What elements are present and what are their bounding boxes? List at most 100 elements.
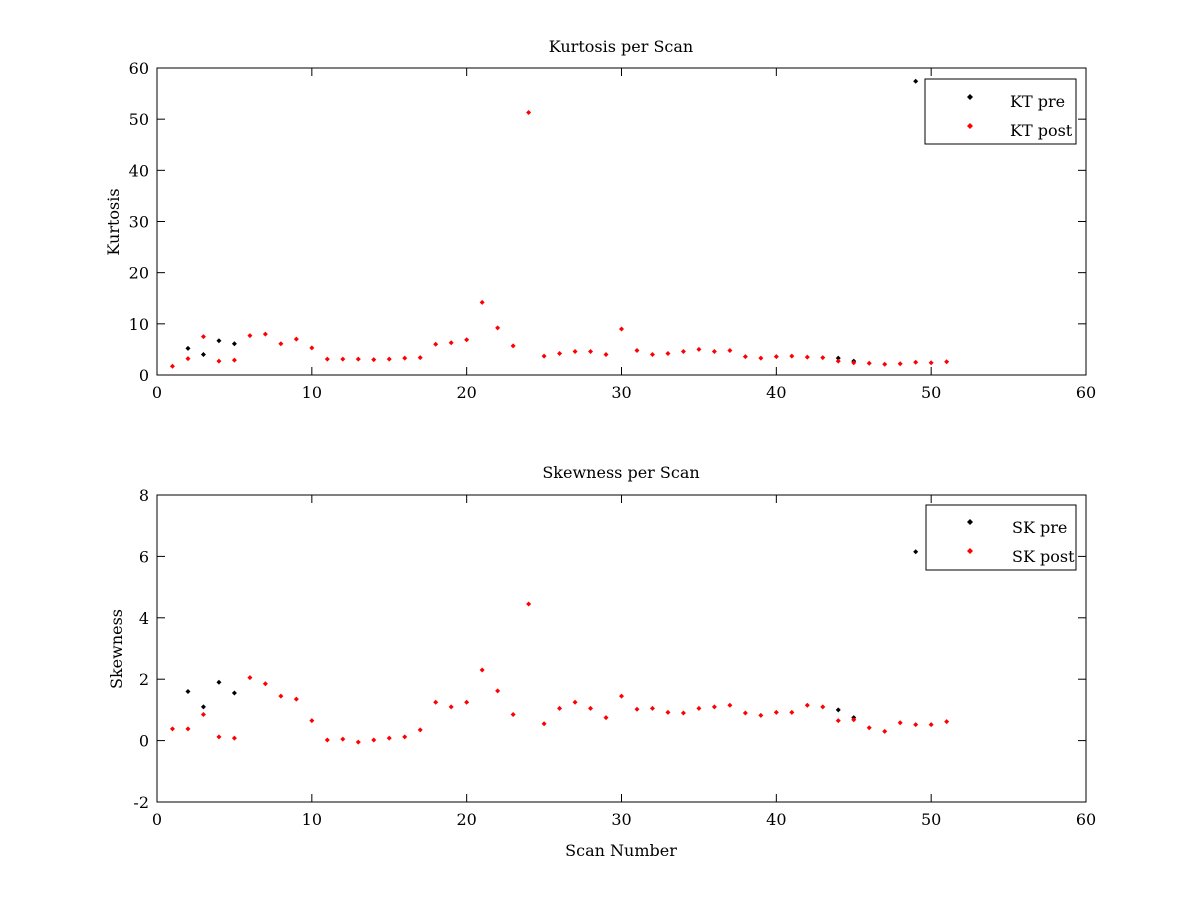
data-point-sk-post: [634, 706, 640, 712]
kurtosis-legend: KT pre KT post: [924, 78, 1077, 145]
data-point-kt-post: [773, 354, 779, 360]
data-point-kt-post: [696, 346, 702, 352]
kurtosis-legend-box: [924, 78, 1077, 145]
data-point-kt-post: [417, 355, 423, 361]
data-point-sk-post: [448, 704, 454, 710]
data-point-kt-post: [572, 348, 578, 354]
data-point-sk-post: [572, 699, 578, 705]
kurtosis-y-tick-label: 60: [129, 59, 149, 78]
data-point-sk-post: [603, 715, 609, 721]
legend-label-kt-post: KT post: [1010, 121, 1073, 140]
data-point-kt-post: [882, 361, 888, 367]
data-point-sk-post: [649, 705, 655, 711]
kurtosis-y-tick-label: 50: [129, 110, 149, 129]
data-point-kt-post: [402, 355, 408, 361]
data-point-kt-post: [169, 363, 175, 369]
kurtosis-x-tick-label: 60: [1076, 383, 1096, 402]
kurtosis-y-tick-label: 0: [139, 366, 149, 385]
kurtosis-y-tick-label: 40: [129, 161, 149, 180]
data-point-sk-post: [247, 675, 253, 681]
data-point-kt-post: [510, 343, 516, 349]
data-point-kt-post: [371, 357, 377, 363]
data-point-kt-post: [758, 355, 764, 361]
data-point-kt-post: [309, 345, 315, 351]
skewness-x-axis-label: Scan Number: [565, 841, 677, 860]
data-point-kt-pre: [913, 78, 919, 84]
data-point-sk-post: [804, 702, 810, 708]
data-point-sk-pre: [216, 679, 222, 685]
data-point-sk-pre: [185, 688, 191, 694]
data-point-sk-post: [851, 717, 857, 723]
data-point-kt-post: [433, 341, 439, 347]
data-point-sk-post: [371, 737, 377, 743]
skewness-legend-box: [925, 504, 1077, 571]
skewness-y-tick-label: 4: [139, 609, 149, 628]
skewness-y-tick-label: 8: [139, 486, 149, 505]
data-point-sk-post: [619, 693, 624, 699]
data-point-kt-pre: [216, 338, 222, 344]
skewness-y-tick-label: 6: [139, 547, 149, 566]
data-point-sk-post: [324, 737, 330, 743]
skewness-x-tick-label: 0: [152, 810, 162, 829]
data-point-kt-post: [897, 361, 903, 367]
kurtosis-chart-title: Kurtosis per Scan: [549, 37, 693, 56]
kurtosis-x-tick-label: 40: [766, 383, 786, 402]
data-point-sk-post: [231, 735, 237, 741]
data-point-kt-post: [727, 347, 733, 353]
data-point-sk-post: [588, 705, 594, 711]
data-point-sk-post: [200, 712, 206, 718]
data-point-sk-post: [433, 699, 439, 705]
data-point-kt-post: [216, 358, 222, 364]
data-point-sk-post: [773, 709, 779, 715]
data-point-kt-post: [324, 356, 330, 362]
data-point-sk-post: [665, 709, 671, 715]
data-point-kt-post: [665, 351, 671, 357]
data-point-sk-post: [680, 710, 686, 716]
data-point-kt-post: [464, 337, 470, 343]
data-point-kt-pre: [200, 352, 206, 358]
data-point-kt-post: [680, 348, 686, 354]
data-point-kt-post: [526, 110, 532, 116]
data-point-kt-post: [231, 357, 237, 363]
data-point-kt-post: [649, 352, 655, 358]
data-point-sk-post: [278, 693, 284, 699]
data-point-kt-post: [835, 358, 841, 364]
data-point-kt-post: [541, 353, 547, 359]
data-point-kt-post: [448, 340, 454, 346]
data-point-sk-post: [185, 726, 191, 732]
data-point-sk-post: [696, 705, 702, 711]
data-point-sk-post: [882, 728, 888, 734]
data-point-sk-post: [866, 725, 872, 731]
data-point-kt-post: [185, 356, 191, 362]
skewness-x-tick-label: 20: [456, 810, 476, 829]
kurtosis-y-tick-label: 30: [129, 213, 149, 232]
data-point-kt-post: [619, 326, 624, 332]
skewness-x-tick-label: 10: [302, 810, 322, 829]
data-point-kt-post: [603, 352, 609, 358]
data-point-sk-post: [789, 709, 795, 715]
skewness-y-tick-label: -2: [133, 793, 149, 812]
data-point-sk-post: [340, 736, 346, 742]
data-point-sk-post: [495, 688, 501, 694]
data-point-sk-post: [526, 601, 532, 607]
skewness-subplot: Skewness per Scan Skewness Scan Number 0…: [107, 463, 1096, 860]
data-point-kt-post: [200, 334, 206, 340]
data-point-sk-post: [386, 735, 392, 741]
data-point-kt-post: [866, 360, 872, 366]
data-point-kt-post: [851, 360, 857, 366]
data-point-kt-post: [293, 336, 299, 342]
skewness-x-tick-label: 40: [766, 810, 786, 829]
data-point-sk-post: [355, 739, 361, 745]
data-point-kt-pre: [185, 345, 191, 351]
data-point-sk-post: [169, 726, 175, 732]
data-point-kt-post: [340, 356, 346, 362]
data-point-kt-post: [820, 355, 826, 361]
data-point-kt-post: [928, 360, 934, 366]
data-point-sk-post: [479, 667, 485, 673]
data-point-kt-post: [495, 325, 501, 331]
data-point-kt-post: [386, 356, 392, 362]
kurtosis-subplot: Kurtosis per Scan Kurtosis 0 10 20 30 40 50 60…: [104, 37, 1096, 402]
kurtosis-y-axis-label: Kurtosis: [104, 188, 123, 255]
data-point-sk-post: [928, 722, 934, 728]
